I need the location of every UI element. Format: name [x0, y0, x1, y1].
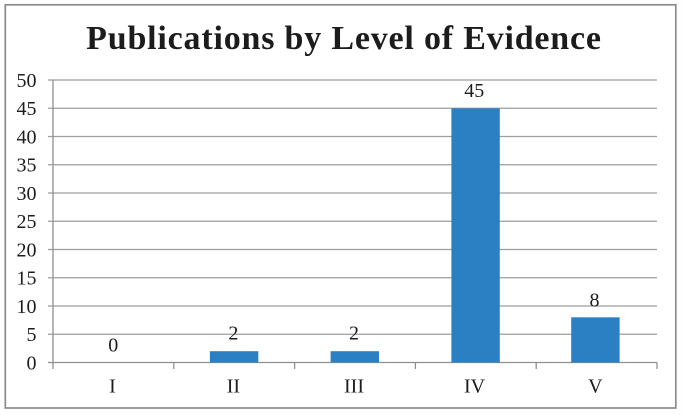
svg-text:I: I	[109, 376, 116, 398]
svg-text:25: 25	[17, 211, 37, 233]
svg-text:8: 8	[590, 289, 600, 311]
svg-text:2: 2	[228, 322, 238, 344]
svg-text:35: 35	[17, 155, 37, 177]
svg-text:45: 45	[17, 98, 37, 120]
svg-text:V: V	[588, 376, 603, 398]
svg-text:50: 50	[17, 70, 37, 92]
svg-text:2: 2	[349, 322, 359, 344]
svg-text:40: 40	[17, 126, 37, 148]
svg-text:Publications by Level of Evide: Publications by Level of Evidence	[86, 20, 602, 57]
svg-text:45: 45	[464, 80, 484, 102]
svg-text:0: 0	[108, 335, 118, 357]
svg-text:10: 10	[17, 296, 37, 318]
svg-text:15: 15	[17, 268, 37, 290]
svg-text:II: II	[227, 376, 240, 398]
svg-text:20: 20	[17, 239, 37, 261]
svg-text:0: 0	[27, 352, 37, 374]
svg-text:IV: IV	[464, 376, 486, 398]
svg-text:30: 30	[17, 183, 37, 205]
svg-text:III: III	[344, 376, 364, 398]
svg-text:5: 5	[27, 324, 37, 346]
